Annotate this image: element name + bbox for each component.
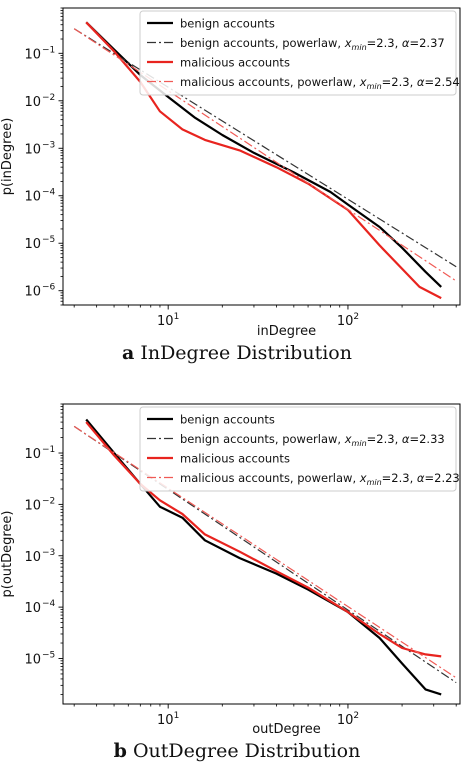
- x-tick-exponent: 1: [174, 312, 180, 322]
- y-tick-label: 10: [24, 447, 41, 462]
- legend-label-1: benign accounts, powerlaw, xmin=2.3, α=2…: [180, 36, 445, 52]
- legend-xmin: =2.3,: [382, 75, 417, 89]
- caption-a-letter: a: [122, 342, 135, 364]
- legend-alpha-value: =2.54: [425, 75, 460, 89]
- y-tick-exponent: −5: [42, 650, 55, 660]
- caption-a: a InDegree Distribution: [0, 342, 474, 364]
- legend-alpha-value: =2.23: [425, 471, 460, 485]
- legend: benign accounts benign accounts, powerlaw…: [139, 406, 460, 492]
- y-tick-label: 10: [24, 47, 41, 62]
- series-line-3: [73, 425, 457, 679]
- y-tick-exponent: −3: [42, 548, 55, 558]
- x-tick-exponent: 2: [353, 312, 359, 322]
- y-tick-label: 10: [24, 652, 41, 667]
- y-tick-label: 10: [24, 285, 41, 300]
- x-axis-label: inDegree: [257, 324, 316, 339]
- y-tick-label: 10: [24, 237, 41, 252]
- caption-b-letter: b: [113, 740, 127, 762]
- y-tick-exponent: −4: [42, 188, 56, 198]
- y-tick-exponent: −2: [42, 496, 55, 506]
- y-tick-label: 10: [24, 498, 41, 513]
- legend-label-3: malicious accounts, powerlaw, xmin=2.3, …: [180, 75, 460, 91]
- legend-subscript: min: [352, 439, 367, 448]
- legend-alpha-symbol: α: [402, 36, 410, 50]
- x-axis-label: outDegree: [252, 722, 321, 737]
- y-tick-label: 10: [24, 95, 41, 110]
- legend-label-2: malicious accounts: [180, 452, 290, 466]
- legend-label-0: benign accounts: [180, 17, 275, 31]
- caption-a-text: InDegree Distribution: [140, 342, 352, 364]
- y-tick-label: 10: [24, 601, 41, 616]
- legend-label-1: benign accounts, powerlaw, xmin=2.3, α=2…: [180, 432, 445, 448]
- y-tick-exponent: −1: [42, 445, 55, 455]
- x-tick-exponent: 2: [353, 711, 359, 721]
- legend-alpha-symbol: α: [417, 471, 425, 485]
- x-tick-exponent: 1: [174, 711, 180, 721]
- legend-alpha-value: =2.37: [409, 36, 444, 50]
- legend-x-symbol: x: [344, 432, 352, 446]
- y-tick-exponent: −1: [42, 45, 55, 55]
- series-line-1: [73, 28, 457, 268]
- legend-subscript: min: [367, 478, 382, 487]
- y-tick-exponent: −4: [42, 599, 56, 609]
- legend-subscript: min: [367, 82, 382, 91]
- legend-x-symbol: x: [344, 36, 352, 50]
- legend-x-symbol: x: [359, 75, 367, 89]
- legend-xmin: =2.3,: [367, 36, 402, 50]
- legend-alpha-symbol: α: [402, 432, 410, 446]
- y-tick-exponent: −5: [42, 235, 55, 245]
- y-tick-label: 10: [24, 142, 41, 157]
- x-tick-label: 101: [157, 711, 179, 728]
- x-tick-label: 102: [337, 711, 359, 728]
- legend-alpha-symbol: α: [417, 75, 425, 89]
- y-axis-label: p(inDegree): [0, 118, 15, 196]
- legend-box: [139, 406, 457, 492]
- caption-b: b OutDegree Distribution: [0, 740, 474, 762]
- caption-b-text: OutDegree Distribution: [132, 740, 361, 762]
- y-axis-label: p(outDegree): [0, 510, 15, 597]
- legend-alpha-value: =2.33: [409, 432, 444, 446]
- series-line-1: [73, 425, 457, 684]
- y-tick-label: 10: [24, 190, 41, 205]
- y-tick-exponent: −2: [42, 93, 55, 103]
- series-line-3: [73, 28, 457, 282]
- legend-x-symbol: x: [359, 471, 367, 485]
- y-tick-label: 10: [24, 550, 41, 565]
- legend-label-2: malicious accounts: [180, 56, 290, 70]
- legend-label-0: benign accounts: [180, 413, 275, 427]
- y-tick-exponent: −3: [42, 140, 55, 150]
- legend-label-3: malicious accounts, powerlaw, xmin=2.3, …: [180, 471, 460, 487]
- x-tick-label: 102: [337, 312, 359, 329]
- legend: benign accounts benign accounts, powerlaw…: [139, 10, 460, 96]
- plot-frame: [62, 7, 461, 306]
- legend-subscript: min: [352, 43, 367, 52]
- x-tick-label: 101: [157, 312, 179, 329]
- y-tick-exponent: −6: [42, 283, 56, 293]
- legend-box: [139, 10, 457, 96]
- plot-frame: [62, 403, 461, 705]
- legend-xmin: =2.3,: [382, 471, 417, 485]
- legend-xmin: =2.3,: [367, 432, 402, 446]
